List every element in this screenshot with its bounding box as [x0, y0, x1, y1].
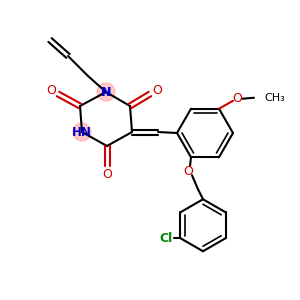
Text: HN: HN	[72, 125, 92, 139]
Text: O: O	[183, 165, 193, 178]
Text: O: O	[232, 92, 242, 105]
Text: CH₃: CH₃	[264, 93, 285, 103]
Circle shape	[73, 123, 91, 141]
Circle shape	[97, 83, 115, 101]
Text: O: O	[102, 167, 112, 181]
Text: O: O	[46, 85, 56, 98]
Text: O: O	[152, 85, 162, 98]
Text: N: N	[101, 85, 111, 98]
Text: N: N	[101, 85, 111, 98]
Text: Cl: Cl	[160, 232, 173, 245]
